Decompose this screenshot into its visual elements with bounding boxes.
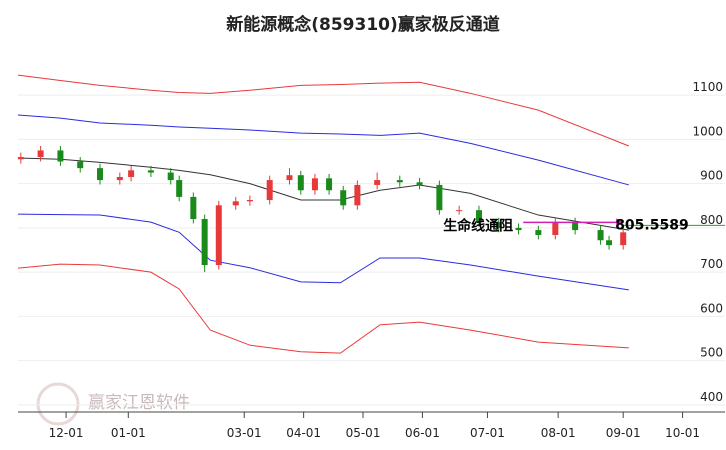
candle-body: [326, 178, 333, 191]
candle-body: [77, 161, 84, 169]
candle-body: [416, 182, 423, 185]
y-tick-label: 800: [700, 213, 723, 227]
y-tick-label: 1100: [692, 80, 723, 94]
candle-body: [116, 176, 123, 181]
x-tick-label: 12-01: [49, 426, 84, 440]
watermark-logo: [36, 382, 80, 426]
x-tick-label: 01-01: [111, 426, 146, 440]
candle-body: [354, 184, 361, 206]
candle-body: [246, 199, 253, 202]
candle-body: [374, 180, 381, 185]
candle-body: [286, 175, 293, 181]
chart-title: 新能源概念(859310)赢家极反通道: [226, 14, 500, 35]
y-tick-label: 500: [700, 346, 723, 360]
candle-body: [128, 170, 135, 177]
x-tick-label: 09-01: [606, 426, 641, 440]
annotation-value: 805.5589: [615, 217, 689, 233]
candle-body: [475, 210, 482, 223]
candle-body: [17, 157, 24, 160]
candle-body: [201, 219, 208, 266]
x-tick-label: 07-01: [470, 426, 505, 440]
candle-body: [620, 232, 627, 246]
annotation-label: 生命线通阻: [443, 217, 513, 234]
candle-body: [572, 222, 579, 231]
candle-body: [176, 180, 183, 197]
x-tick-label: 05-01: [346, 426, 381, 440]
candle-body: [147, 170, 154, 173]
y-tick-label: 400: [700, 390, 723, 404]
candle-body: [215, 205, 222, 266]
candle-body: [340, 190, 347, 206]
candle-body: [266, 180, 273, 200]
candle-body: [37, 150, 44, 158]
candle-body: [535, 230, 542, 235]
candle-body: [495, 222, 502, 228]
candle-body: [311, 178, 318, 191]
channel-line: [17, 263, 629, 354]
y-tick-label: 700: [700, 257, 723, 271]
x-tick-label: 10-01: [665, 426, 700, 440]
watermark: 赢家江恩软件: [88, 393, 190, 413]
x-tick-label: 03-01: [227, 426, 262, 440]
candle-body: [396, 180, 403, 183]
candle-body: [515, 227, 522, 231]
candle-body: [97, 168, 104, 181]
annotation-arrow-head: [616, 218, 624, 227]
channel-line: [17, 74, 630, 147]
candle-body: [552, 222, 559, 235]
candle-body: [57, 150, 64, 162]
channel-line: [17, 213, 629, 291]
y-tick-label: 600: [700, 301, 723, 315]
y-tick-label: 900: [700, 169, 723, 183]
candle-body: [606, 240, 613, 246]
candle-body: [232, 201, 239, 206]
x-tick-label: 08-01: [541, 426, 576, 440]
candle-body: [297, 175, 304, 191]
candle-body: [167, 172, 174, 181]
channel-line: [17, 114, 629, 186]
candle-body: [597, 230, 604, 241]
channel-line: [17, 157, 629, 231]
candle-body: [436, 184, 443, 211]
candle-body: [456, 210, 463, 212]
y-tick-label: 1000: [692, 124, 723, 138]
candle-body: [190, 196, 197, 220]
x-tick-label: 06-01: [405, 426, 440, 440]
x-tick-label: 04-01: [286, 426, 321, 440]
